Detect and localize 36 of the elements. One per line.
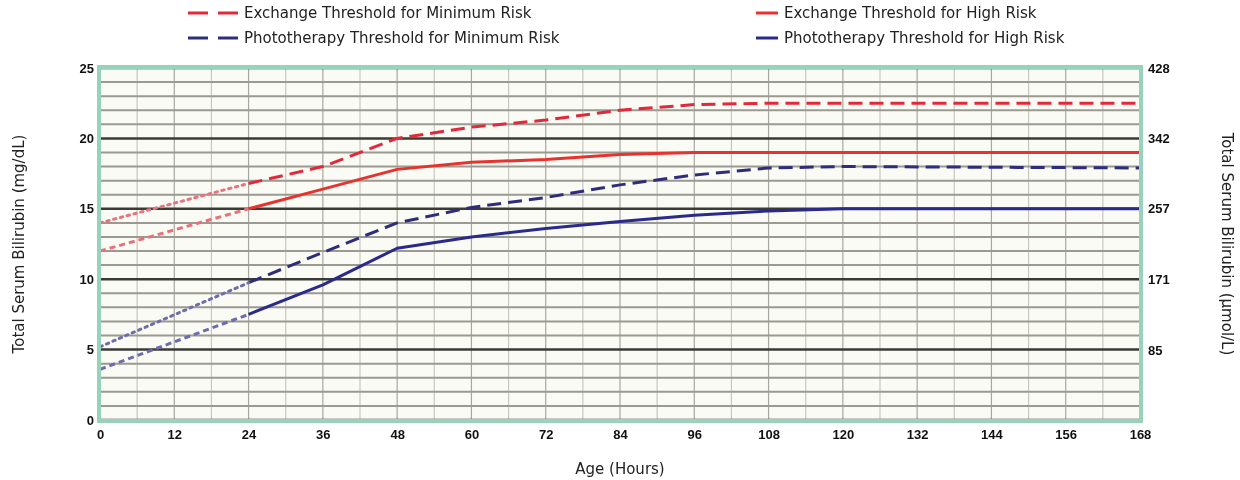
line-series bbox=[247, 207, 1142, 316]
y2-axis-title: Total Serum Bilirubin (µmol/L) bbox=[1218, 131, 1236, 356]
y2-tick-label: 257 bbox=[1148, 201, 1170, 217]
x-tick-label: 60 bbox=[464, 427, 480, 443]
y-axis-title: Total Serum Bilirubin (mg/dL) bbox=[10, 134, 28, 355]
x-axis-title: Age (Hours) bbox=[575, 460, 665, 478]
y-tick-label: 15 bbox=[79, 201, 94, 217]
x-tick-label: 108 bbox=[758, 427, 780, 443]
x-tick-label: 84 bbox=[613, 427, 629, 443]
x-tick-label: 24 bbox=[241, 427, 258, 443]
x-tick-label: 36 bbox=[316, 427, 331, 443]
y2-tick-label: 85 bbox=[1148, 342, 1163, 358]
y2-tick-label: 342 bbox=[1148, 131, 1170, 147]
legend-label: Phototherapy Threshold for High Risk bbox=[784, 29, 1065, 47]
y2-tick-label: 171 bbox=[1148, 272, 1170, 288]
x-tick-label: 72 bbox=[538, 427, 554, 443]
x-tick-label: 144 bbox=[981, 427, 1004, 443]
x-tick-label: 96 bbox=[687, 427, 703, 443]
x-tick-label: 132 bbox=[906, 427, 929, 443]
legend-label: Exchange Threshold for Minimum Risk bbox=[244, 4, 532, 22]
x-tick-label: 168 bbox=[1129, 427, 1152, 443]
y-tick-label: 20 bbox=[79, 131, 94, 147]
x-tick-label: 0 bbox=[96, 427, 105, 443]
x-tick-label: 120 bbox=[832, 427, 855, 443]
y2-tick-label: 428 bbox=[1148, 60, 1170, 76]
y-tick-label: 10 bbox=[79, 271, 94, 287]
y-tick-label: 25 bbox=[79, 60, 94, 76]
line-series bbox=[247, 165, 1142, 285]
line-series bbox=[247, 150, 1142, 211]
x-tick-label: 12 bbox=[167, 427, 183, 443]
y-tick-label: 0 bbox=[86, 412, 94, 428]
legend-label: Exchange Threshold for High Risk bbox=[784, 4, 1037, 22]
legend-label: Phototherapy Threshold for Minimum Risk bbox=[244, 29, 560, 47]
y-tick-label: 5 bbox=[86, 342, 94, 358]
x-tick-label: 156 bbox=[1055, 427, 1078, 443]
x-tick-label: 48 bbox=[390, 427, 405, 443]
